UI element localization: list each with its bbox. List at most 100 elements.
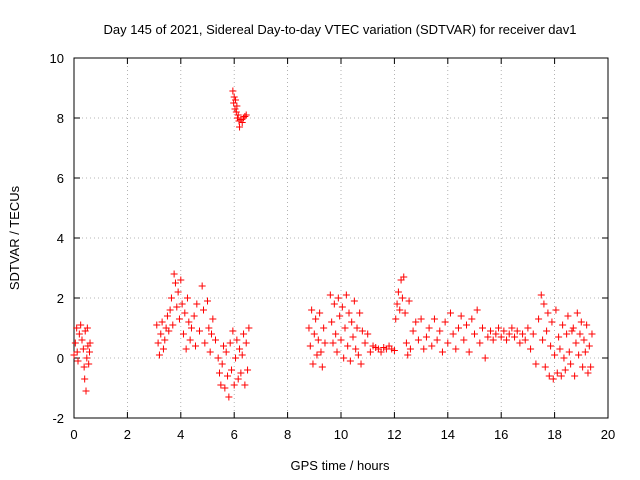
data-point bbox=[81, 375, 89, 383]
data-point bbox=[511, 333, 519, 341]
data-point bbox=[204, 297, 211, 305]
data-point bbox=[543, 327, 551, 335]
data-point bbox=[567, 360, 575, 368]
data-point bbox=[422, 333, 430, 341]
data-point bbox=[353, 324, 361, 332]
data-point bbox=[316, 309, 324, 317]
data-point bbox=[471, 330, 478, 338]
data-point bbox=[157, 330, 165, 338]
x-tick-label: 6 bbox=[231, 427, 238, 442]
y-tick-label: -2 bbox=[52, 411, 64, 426]
data-point bbox=[404, 351, 412, 359]
chart-title: Day 145 of 2021, Sidereal Day-to-day VTE… bbox=[103, 22, 576, 37]
data-point bbox=[310, 330, 318, 338]
data-point bbox=[555, 333, 563, 341]
x-tick-label: 10 bbox=[334, 427, 348, 442]
data-point bbox=[398, 294, 406, 302]
data-point bbox=[532, 360, 540, 368]
data-point bbox=[216, 369, 224, 377]
data-point bbox=[177, 276, 185, 284]
axis-ticks bbox=[73, 57, 609, 419]
data-point bbox=[337, 336, 345, 344]
data-point bbox=[537, 291, 545, 299]
data-point bbox=[80, 363, 88, 371]
data-point bbox=[361, 339, 369, 347]
data-point bbox=[313, 351, 321, 359]
data-point bbox=[572, 339, 580, 347]
data-point bbox=[187, 324, 195, 332]
data-point bbox=[214, 354, 222, 362]
data-point bbox=[489, 336, 497, 344]
data-point bbox=[236, 345, 244, 353]
data-point bbox=[352, 345, 360, 353]
data-point bbox=[581, 348, 589, 356]
data-point bbox=[233, 336, 241, 344]
data-points bbox=[70, 87, 596, 401]
data-point bbox=[587, 363, 595, 371]
data-point bbox=[206, 348, 214, 356]
data-point bbox=[497, 333, 505, 341]
data-point bbox=[341, 324, 349, 332]
data-point bbox=[563, 330, 571, 338]
data-point bbox=[320, 324, 328, 332]
data-point bbox=[556, 345, 564, 353]
data-point bbox=[165, 327, 173, 335]
data-point bbox=[551, 351, 559, 359]
data-point bbox=[575, 351, 583, 359]
data-point bbox=[82, 387, 90, 395]
data-point bbox=[505, 330, 513, 338]
y-tick-labels: -2 0 2 4 6 8 10 bbox=[50, 51, 64, 426]
data-point bbox=[449, 330, 457, 338]
data-point bbox=[221, 384, 229, 392]
data-point bbox=[454, 324, 462, 332]
data-point bbox=[406, 345, 414, 353]
data-point bbox=[229, 87, 237, 95]
data-point bbox=[159, 345, 167, 353]
data-point bbox=[569, 324, 577, 332]
data-point bbox=[212, 336, 220, 344]
data-point bbox=[357, 360, 365, 368]
data-point bbox=[161, 336, 169, 344]
data-point bbox=[230, 93, 238, 101]
data-point bbox=[182, 345, 190, 353]
data-point bbox=[420, 345, 428, 353]
data-point bbox=[190, 312, 198, 320]
data-point bbox=[77, 321, 85, 329]
data-point bbox=[394, 288, 402, 296]
data-point bbox=[86, 339, 94, 347]
data-point bbox=[232, 96, 240, 104]
x-tick-label: 12 bbox=[387, 427, 401, 442]
data-point bbox=[524, 324, 532, 332]
data-point bbox=[154, 339, 162, 347]
data-point bbox=[473, 306, 481, 314]
data-point bbox=[338, 303, 346, 311]
data-point bbox=[179, 330, 187, 338]
data-point bbox=[571, 372, 579, 380]
data-point bbox=[175, 315, 183, 323]
data-point bbox=[181, 309, 189, 317]
data-point bbox=[346, 357, 354, 365]
data-point bbox=[544, 309, 552, 317]
x-tick-label: 2 bbox=[124, 427, 131, 442]
data-point bbox=[79, 345, 87, 353]
data-point bbox=[412, 318, 420, 326]
data-point bbox=[545, 372, 553, 380]
data-point bbox=[479, 324, 487, 332]
x-tick-label: 0 bbox=[70, 427, 77, 442]
data-point bbox=[205, 324, 213, 332]
data-point bbox=[576, 330, 584, 338]
data-point bbox=[326, 291, 334, 299]
data-point bbox=[236, 123, 244, 131]
data-point bbox=[71, 339, 79, 347]
data-point bbox=[334, 294, 342, 302]
data-point bbox=[527, 345, 535, 353]
data-point bbox=[548, 318, 556, 326]
data-point bbox=[333, 348, 341, 356]
data-point bbox=[468, 315, 476, 323]
data-point bbox=[166, 306, 174, 314]
data-point bbox=[336, 312, 344, 320]
data-point bbox=[465, 348, 473, 356]
data-point bbox=[195, 327, 203, 335]
data-point bbox=[402, 339, 410, 347]
x-tick-label: 14 bbox=[441, 427, 455, 442]
